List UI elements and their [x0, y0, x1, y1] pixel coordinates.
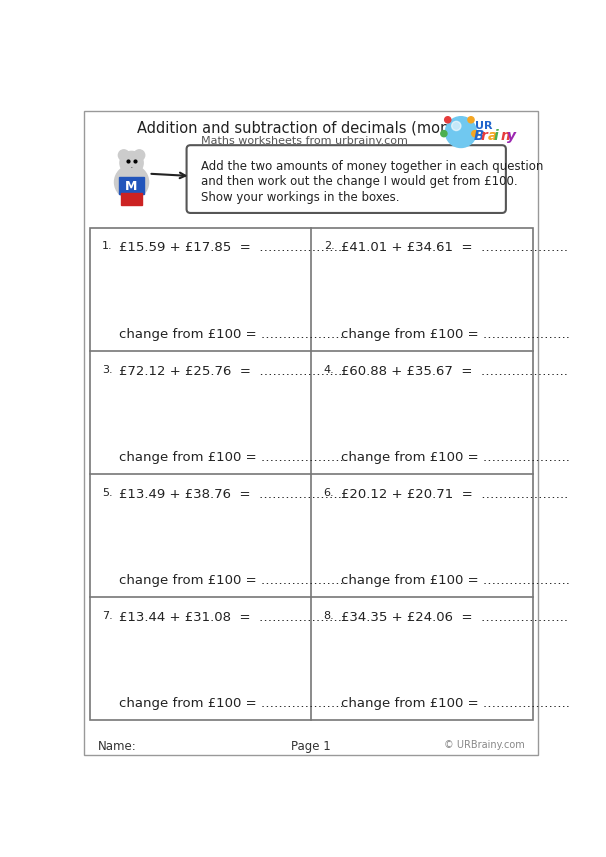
Text: £13.44 + £31.08  =  ………………..: £13.44 + £31.08 = ………………..: [119, 611, 346, 624]
Text: change from £100 = ………………..: change from £100 = ………………..: [119, 451, 348, 464]
Text: £72.12 + £25.76  =  ………………..: £72.12 + £25.76 = ………………..: [119, 364, 347, 378]
Text: y: y: [507, 129, 516, 143]
Text: © URBrainy.com: © URBrainy.com: [444, 740, 525, 750]
Text: change from £100 = ………………..: change from £100 = ………………..: [341, 451, 570, 464]
Text: UR: UR: [475, 121, 492, 131]
Circle shape: [468, 117, 474, 123]
Text: £20.12 + £20.71  =  ………………..: £20.12 + £20.71 = ………………..: [341, 488, 568, 500]
Text: £13.49 + £38.76  =  ………………..: £13.49 + £38.76 = ………………..: [119, 488, 346, 500]
Text: Add the two amounts of money together in each question: Add the two amounts of money together in…: [201, 159, 544, 173]
Circle shape: [441, 130, 447, 137]
Circle shape: [472, 130, 478, 137]
Text: change from £100 = ………………..: change from £100 = ………………..: [341, 327, 570, 341]
Text: 4.: 4.: [324, 364, 335, 375]
Text: 8.: 8.: [324, 611, 335, 621]
Text: 2.: 2.: [324, 242, 335, 251]
FancyBboxPatch shape: [187, 145, 506, 213]
Circle shape: [445, 117, 451, 123]
Text: B: B: [474, 129, 485, 143]
Text: 7.: 7.: [102, 611, 113, 621]
Text: a: a: [487, 129, 497, 143]
Circle shape: [118, 150, 129, 160]
Text: i: i: [494, 129, 499, 143]
Text: r: r: [481, 129, 488, 143]
Text: Show your workings in the boxes.: Show your workings in the boxes.: [201, 190, 400, 204]
Text: £41.01 + £34.61  =  ………………..: £41.01 + £34.61 = ………………..: [341, 242, 568, 255]
Text: change from £100 = ………………..: change from £100 = ………………..: [119, 327, 348, 341]
Bar: [90, 228, 533, 721]
Text: and then work out the change I would get from £100.: and then work out the change I would get…: [201, 175, 518, 189]
Text: change from £100 = ………………..: change from £100 = ………………..: [119, 698, 348, 710]
Text: n: n: [501, 129, 510, 143]
FancyBboxPatch shape: [121, 193, 142, 205]
Circle shape: [445, 117, 476, 147]
Circle shape: [120, 152, 143, 175]
Text: change from £100 = ………………..: change from £100 = ………………..: [119, 574, 348, 587]
Text: Name:: Name:: [98, 740, 136, 752]
Text: .: .: [130, 160, 133, 171]
Text: Maths worksheets from urbrainy.com: Maths worksheets from urbrainy.com: [201, 136, 408, 147]
Text: Page 1: Page 1: [291, 740, 330, 752]
Text: change from £100 = ………………..: change from £100 = ………………..: [341, 698, 570, 710]
Text: change from £100 = ………………..: change from £100 = ………………..: [341, 574, 570, 587]
Text: Addition and subtraction of decimals (money): Addition and subtraction of decimals (mo…: [136, 121, 472, 135]
Text: 3.: 3.: [102, 364, 113, 375]
Text: M: M: [125, 179, 138, 193]
Circle shape: [115, 165, 148, 199]
FancyBboxPatch shape: [119, 177, 144, 194]
Text: 6.: 6.: [324, 488, 335, 498]
FancyBboxPatch shape: [84, 111, 538, 755]
Circle shape: [134, 150, 145, 160]
Text: 5.: 5.: [102, 488, 113, 498]
Text: £60.88 + £35.67  =  ………………..: £60.88 + £35.67 = ………………..: [341, 364, 568, 378]
Text: 1.: 1.: [102, 242, 113, 251]
Text: £34.35 + £24.06  =  ………………..: £34.35 + £24.06 = ………………..: [341, 611, 568, 624]
Circle shape: [451, 122, 461, 130]
Text: £15.59 + £17.85  =  ………………..: £15.59 + £17.85 = ………………..: [119, 242, 347, 255]
